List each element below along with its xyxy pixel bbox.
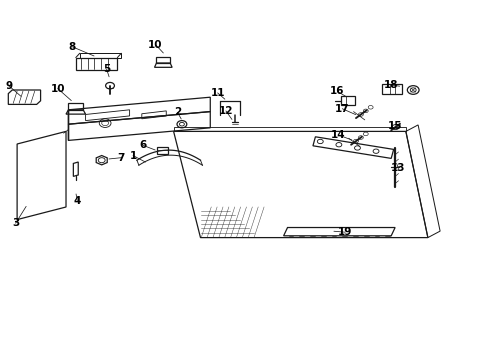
Text: 13: 13: [390, 163, 405, 174]
Text: 10: 10: [50, 84, 65, 94]
Text: 10: 10: [148, 40, 163, 50]
Text: 19: 19: [337, 227, 352, 237]
Text: 6: 6: [140, 140, 146, 150]
Text: 8: 8: [69, 42, 76, 52]
Bar: [157, 147, 168, 154]
Text: 4: 4: [73, 195, 81, 206]
Text: 14: 14: [330, 130, 345, 140]
Text: 1: 1: [129, 150, 136, 161]
Text: 16: 16: [329, 86, 344, 96]
Text: 9: 9: [5, 81, 12, 91]
Text: 11: 11: [210, 88, 224, 98]
Text: 17: 17: [334, 104, 349, 114]
Text: 12: 12: [218, 106, 233, 116]
Text: 18: 18: [383, 80, 398, 90]
Text: 3: 3: [12, 218, 19, 228]
Text: 7: 7: [117, 153, 125, 163]
Text: 15: 15: [387, 121, 402, 131]
Text: 5: 5: [103, 64, 110, 74]
Text: 2: 2: [174, 107, 181, 117]
